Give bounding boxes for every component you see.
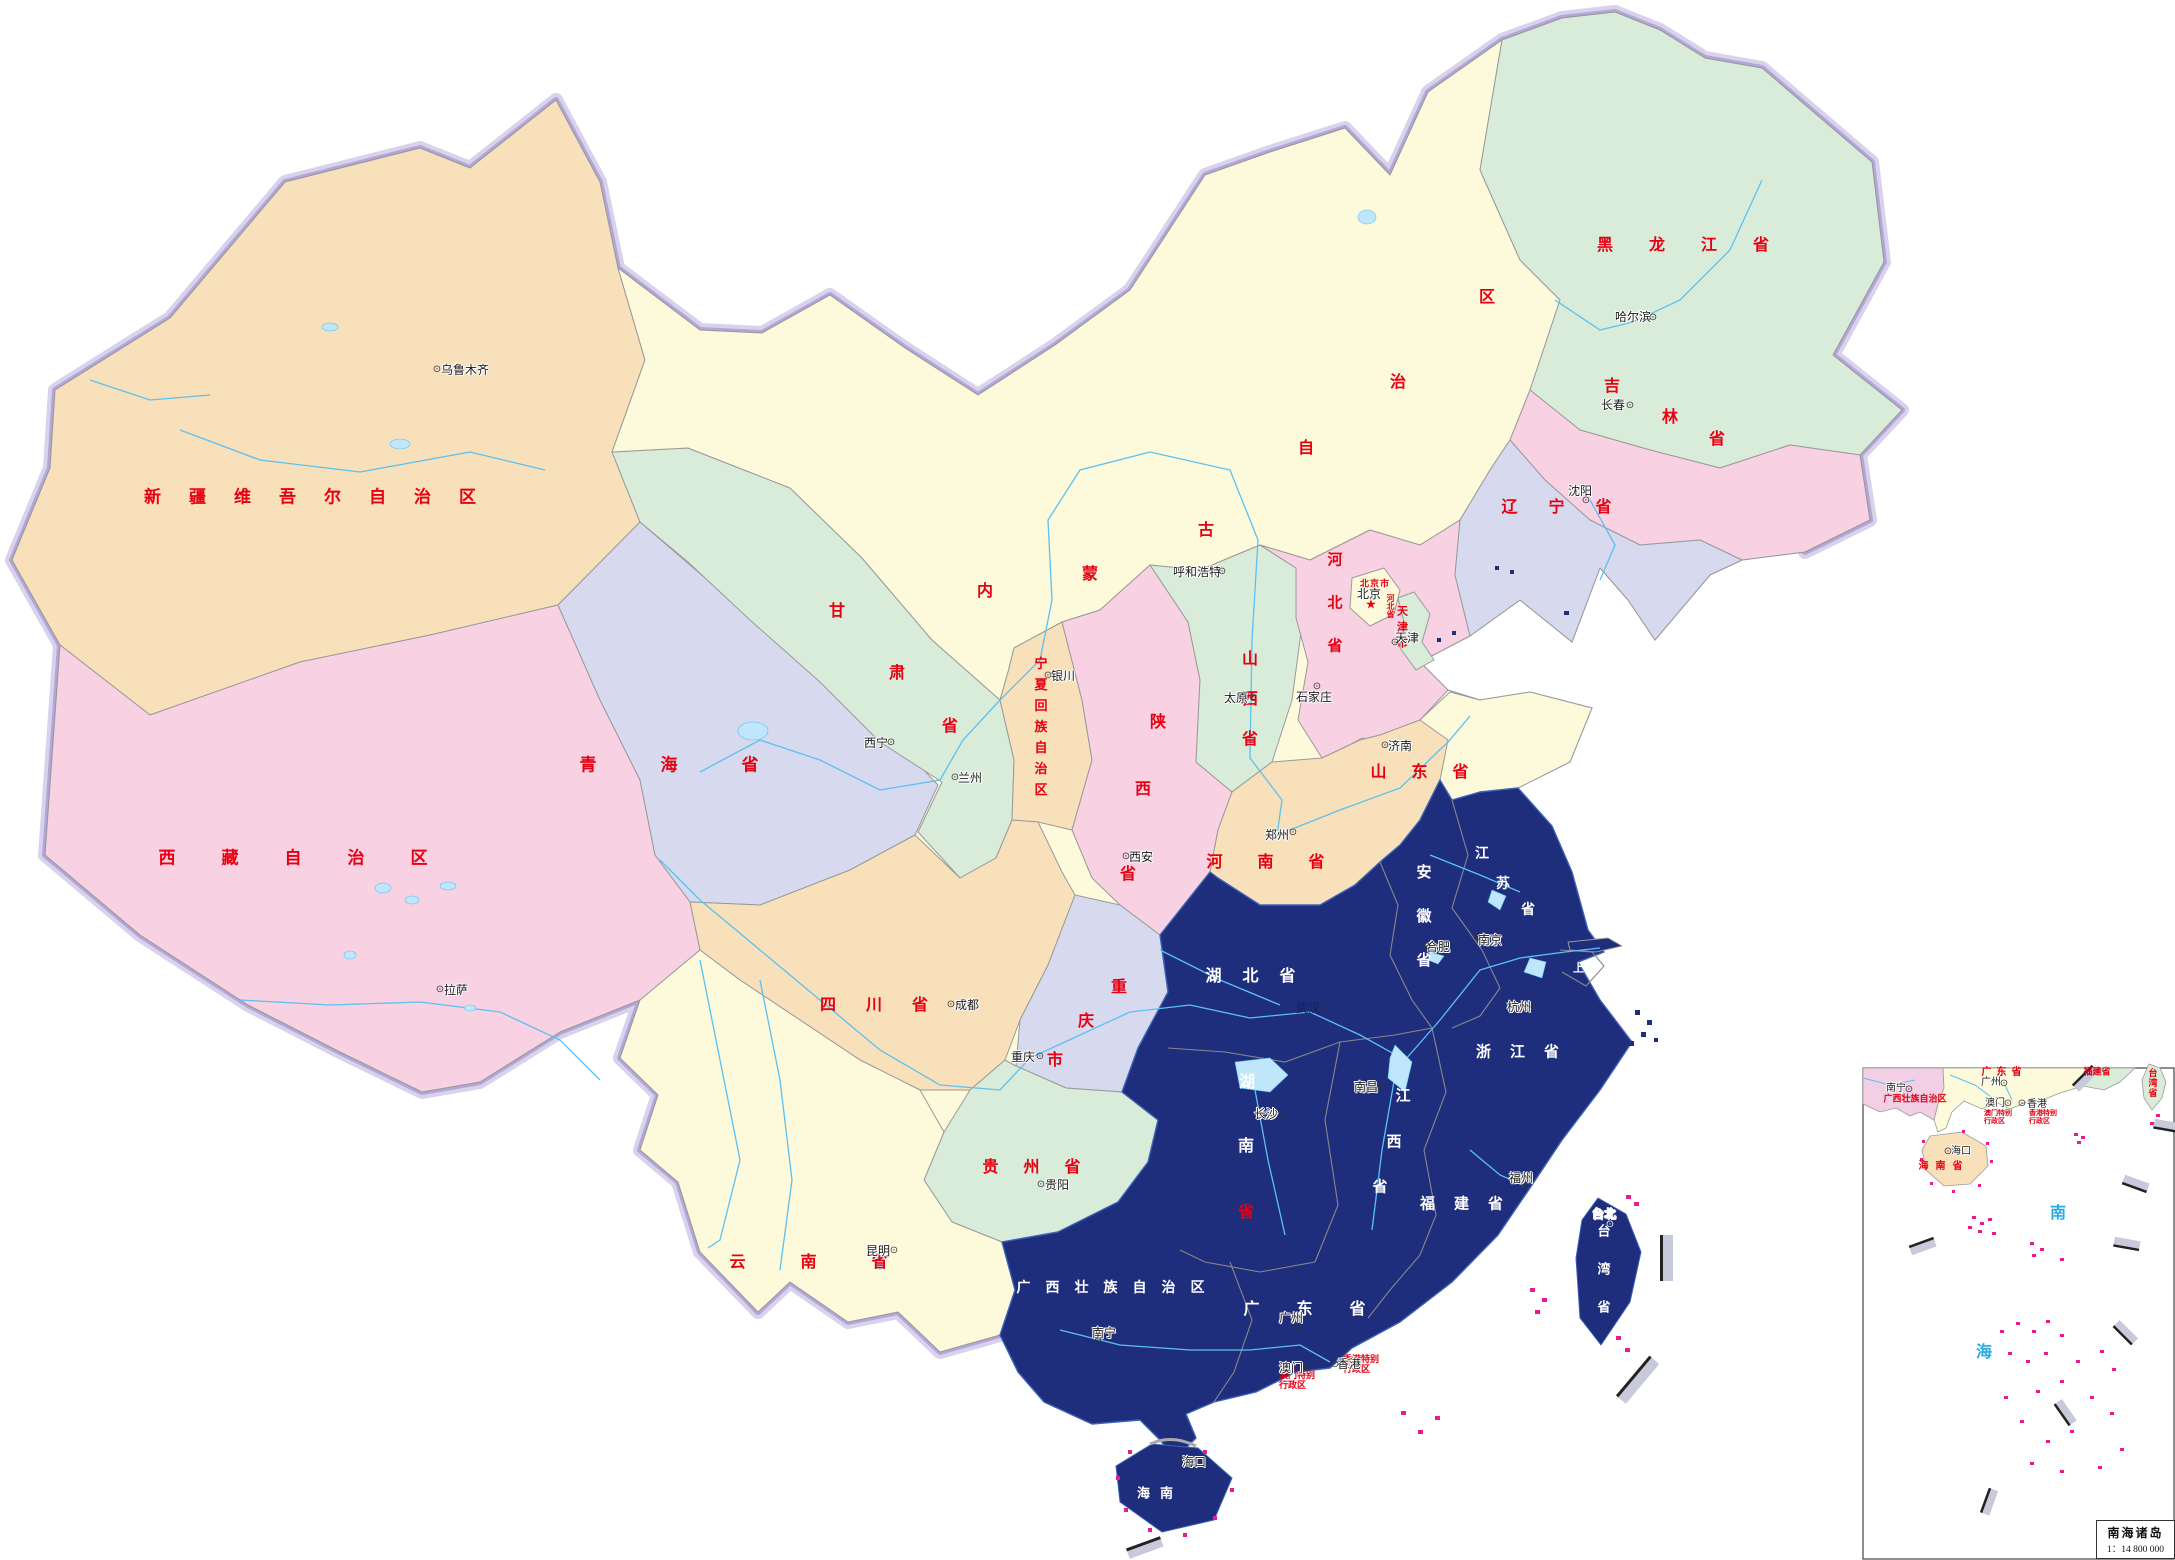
province-tianjin[interactable] xyxy=(1397,591,1435,671)
rivers xyxy=(89,179,1763,1363)
inset-taiwan xyxy=(2141,1063,2167,1111)
inset-hainan xyxy=(1921,1131,1989,1187)
lakes xyxy=(321,209,1547,1270)
inset-south-china-sea xyxy=(1862,1063,2175,1560)
province-taiwan[interactable] xyxy=(1575,1197,1642,1346)
province-liaoning[interactable] xyxy=(1454,439,1743,643)
inset-title: 南海诸岛 xyxy=(2107,1526,2164,1540)
dash-line-segments xyxy=(1126,1235,1673,1559)
islands xyxy=(1116,566,1658,1537)
qiongzhou-strait-line xyxy=(1149,1438,1197,1448)
highlighted-internal-borders xyxy=(1167,799,1605,1403)
province-beijing[interactable] xyxy=(1349,567,1401,627)
inset-island-groups xyxy=(1920,1114,2160,1473)
inset-scale-box: 南海诸岛 1：14 800 000 xyxy=(2096,1520,2175,1559)
island-chongming xyxy=(1567,937,1623,953)
region-highlighted-southeast[interactable] xyxy=(999,779,1633,1459)
province-heilongjiang[interactable] xyxy=(1479,11,1903,469)
inset-dash-segments xyxy=(1908,1064,2175,1516)
inset-scale: 1：14 800 000 xyxy=(2106,1545,2164,1555)
